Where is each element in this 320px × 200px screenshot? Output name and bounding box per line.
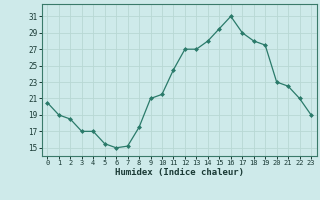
X-axis label: Humidex (Indice chaleur): Humidex (Indice chaleur) xyxy=(115,168,244,177)
